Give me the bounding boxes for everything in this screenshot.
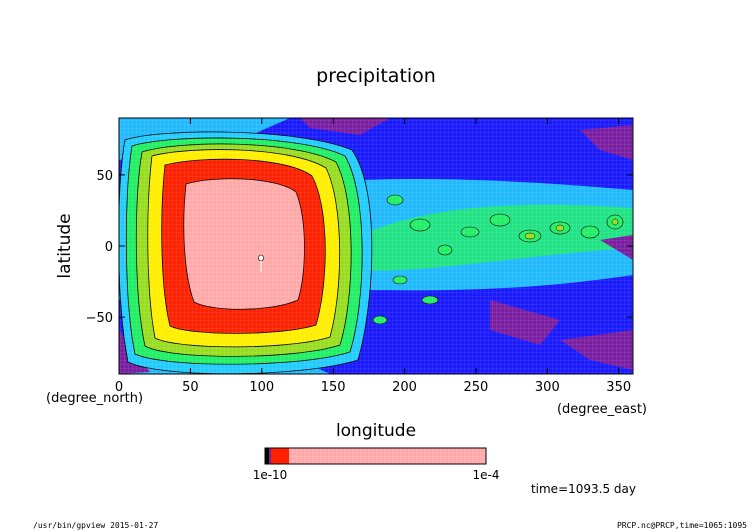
x-tick-label: 50 [182,380,199,395]
x-tick-label: 100 [249,380,274,395]
y-axis-unit: (degree_north) [46,391,143,406]
colorbar-label-left: 1e-10 [253,468,288,482]
chart-title: precipitation [316,65,436,87]
y-axis-ticks: −50 0 50 [86,169,633,326]
y-tick-label: 0 [105,240,113,255]
x-tick-label: 0 [115,380,123,395]
y-tick-label: −50 [86,311,113,326]
x-tick-label: 200 [392,380,417,395]
x-tick-label: 350 [606,380,631,395]
y-tick-label: 50 [96,169,113,184]
plot-area [119,118,633,374]
x-axis-unit: (degree_east) [557,402,647,417]
x-tick-label: 300 [535,380,560,395]
colorbar-label-right: 1e-4 [473,468,500,482]
time-label: time=1093.5 day [531,482,636,496]
footer-right: PRCP.nc@PRCP,time=1065:1095 [617,521,747,530]
colorbar: 1e-10 1e-4 [253,447,500,482]
footer-left: /usr/bin/gpview 2015-01-27 [33,521,158,530]
x-tick-label: 150 [321,380,346,395]
y-axis-label: latitude [55,213,75,278]
x-tick-label: 250 [464,380,489,395]
x-axis-ticks: 0 50 100 150 200 250 300 350 [115,118,631,395]
x-axis-label: longitude [336,421,416,441]
